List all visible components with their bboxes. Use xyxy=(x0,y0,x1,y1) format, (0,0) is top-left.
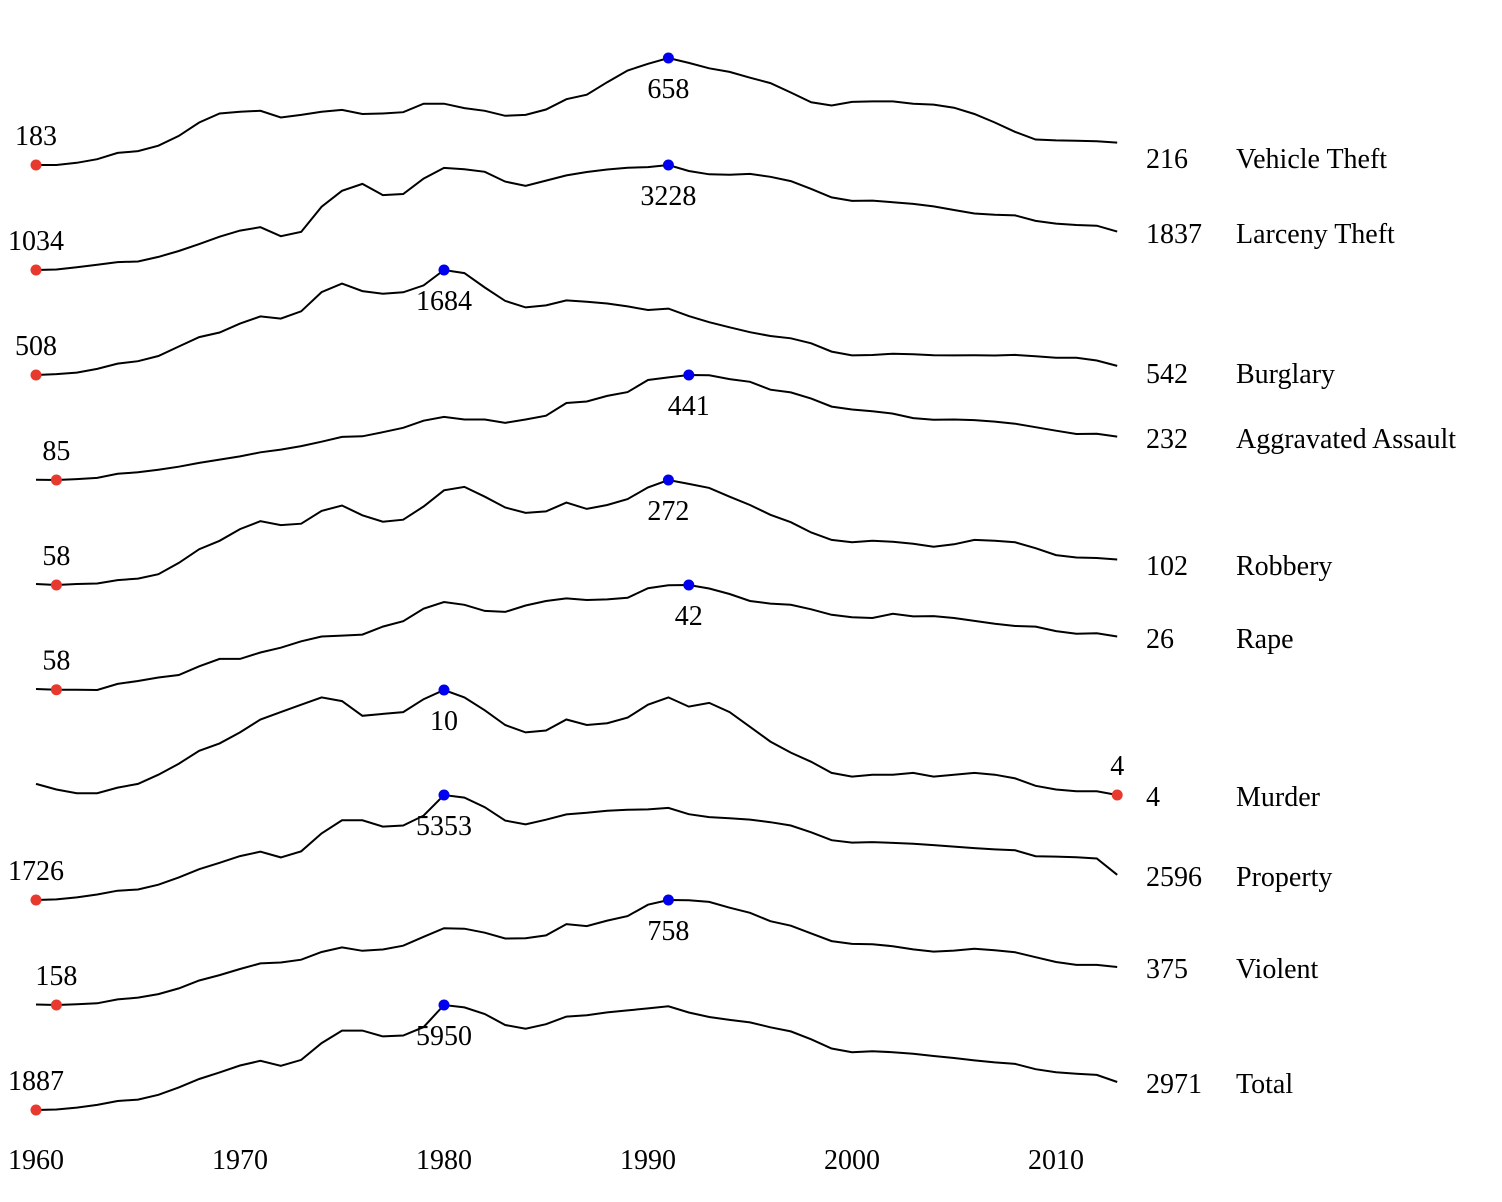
max-value-label-vehicle-theft: 658 xyxy=(647,74,689,105)
series-robbery: 58 272 102 Robbery xyxy=(35,474,1332,591)
min-value-label-aggravated-assault: 85 xyxy=(42,436,70,467)
series-aggravated-assault: 85 441 232 Aggravated Assault xyxy=(35,369,1456,486)
x-tick-label-1980: 1980 xyxy=(416,1145,472,1176)
min-marker-total xyxy=(30,1104,42,1116)
end-value-label-property: 2596 xyxy=(1146,862,1202,893)
max-marker-burglary xyxy=(438,264,450,276)
series-line-property xyxy=(35,793,1118,901)
max-value-label-total: 5950 xyxy=(416,1021,472,1052)
series-name-label-violent: Violent xyxy=(1236,954,1319,985)
max-marker-rape xyxy=(683,579,695,591)
min-marker-violent xyxy=(50,999,62,1011)
min-marker-murder xyxy=(1111,789,1123,801)
series-line-burglary xyxy=(35,268,1118,376)
max-marker-vehicle-theft xyxy=(662,52,674,64)
x-tick-label-1990: 1990 xyxy=(620,1145,676,1176)
series-name-label-robbery: Robbery xyxy=(1236,551,1332,582)
end-value-label-murder: 4 xyxy=(1146,782,1160,813)
series-name-label-murder: Murder xyxy=(1236,782,1321,813)
series-burglary: 508 1684 542 Burglary xyxy=(15,264,1335,390)
min-value-label-total: 1887 xyxy=(8,1066,64,1097)
max-value-label-aggravated-assault: 441 xyxy=(668,391,710,422)
series-name-label-property: Property xyxy=(1236,862,1332,893)
series-line-aggravated-assault xyxy=(35,373,1118,482)
min-value-label-vehicle-theft: 183 xyxy=(15,121,57,152)
series-rape: 58 42 26 Rape xyxy=(35,579,1294,696)
series-line-larceny-theft xyxy=(35,163,1118,271)
series-name-label-total: Total xyxy=(1236,1069,1293,1100)
max-marker-robbery xyxy=(662,474,674,486)
end-value-label-robbery: 102 xyxy=(1146,551,1188,582)
x-tick-label-1970: 1970 xyxy=(212,1145,268,1176)
series-name-label-burglary: Burglary xyxy=(1236,359,1335,390)
series-name-label-vehicle-theft: Vehicle Theft xyxy=(1236,144,1387,175)
max-value-label-property: 5353 xyxy=(416,811,472,842)
series-larceny-theft: 1034 3228 1837 Larceny Theft xyxy=(8,159,1395,276)
end-value-label-vehicle-theft: 216 xyxy=(1146,144,1188,175)
series-layer: 183 658 216 Vehicle Theft 1034 3228 1837 Larcen… xyxy=(8,52,1456,1116)
max-marker-aggravated-assault xyxy=(683,369,695,381)
min-marker-rape xyxy=(50,684,62,696)
max-value-label-murder: 10 xyxy=(430,706,458,737)
series-name-label-rape: Rape xyxy=(1236,624,1294,655)
end-value-label-burglary: 542 xyxy=(1146,359,1188,390)
min-value-label-rape: 58 xyxy=(42,646,70,677)
max-value-label-rape: 42 xyxy=(675,601,703,632)
max-value-label-robbery: 272 xyxy=(647,496,689,527)
series-vehicle-theft: 183 658 216 Vehicle Theft xyxy=(15,52,1387,175)
min-marker-aggravated-assault xyxy=(50,474,62,486)
series-line-violent xyxy=(35,898,1118,1007)
min-marker-vehicle-theft xyxy=(30,159,42,171)
series-total: 1887 5950 2971 Total xyxy=(8,999,1293,1116)
min-marker-property xyxy=(30,894,42,906)
max-marker-total xyxy=(438,999,450,1011)
end-value-label-violent: 375 xyxy=(1146,954,1188,985)
max-value-label-larceny-theft: 3228 xyxy=(640,181,696,212)
end-value-label-total: 2971 xyxy=(1146,1069,1202,1100)
series-line-vehicle-theft xyxy=(36,56,1118,166)
max-marker-property xyxy=(438,789,450,801)
x-tick-label-2010: 2010 xyxy=(1028,1145,1084,1176)
x-axis: 1960 1970 1980 1990 2000 2010 xyxy=(8,1145,1084,1176)
series-line-robbery xyxy=(35,478,1118,587)
x-tick-label-1960: 1960 xyxy=(8,1145,64,1176)
series-name-label-larceny-theft: Larceny Theft xyxy=(1236,219,1395,250)
end-value-label-larceny-theft: 1837 xyxy=(1146,219,1202,250)
x-tick-label-2000: 2000 xyxy=(824,1145,880,1176)
max-marker-violent xyxy=(662,894,674,906)
min-marker-burglary xyxy=(30,369,42,381)
max-value-label-burglary: 1684 xyxy=(416,286,472,317)
series-murder: 4 10 4 Murder xyxy=(35,684,1321,813)
max-marker-larceny-theft xyxy=(662,159,674,171)
min-value-label-robbery: 58 xyxy=(42,541,70,572)
series-property: 1726 5353 2596 Property xyxy=(8,789,1332,906)
series-line-rape xyxy=(35,583,1118,692)
max-value-label-violent: 758 xyxy=(647,916,689,947)
min-marker-larceny-theft xyxy=(30,264,42,276)
series-violent: 158 758 375 Violent xyxy=(35,894,1319,1011)
series-name-label-aggravated-assault: Aggravated Assault xyxy=(1236,424,1456,455)
min-value-label-larceny-theft: 1034 xyxy=(8,226,64,257)
min-marker-robbery xyxy=(50,579,62,591)
series-line-murder xyxy=(35,688,1118,796)
min-value-label-burglary: 508 xyxy=(15,331,57,362)
end-value-label-aggravated-assault: 232 xyxy=(1146,424,1188,455)
max-marker-murder xyxy=(438,684,450,696)
min-value-label-murder: 4 xyxy=(1110,751,1124,782)
min-value-label-violent: 158 xyxy=(35,961,77,992)
min-value-label-property: 1726 xyxy=(8,856,64,887)
series-line-total xyxy=(35,1003,1118,1111)
end-value-label-rape: 26 xyxy=(1146,624,1174,655)
